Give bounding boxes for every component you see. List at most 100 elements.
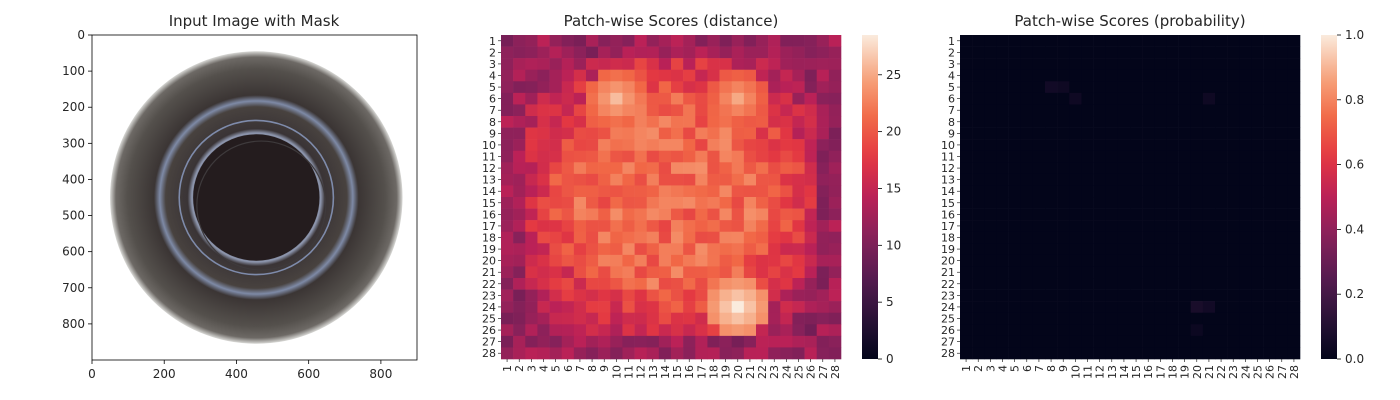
heatmap-cell	[561, 312, 575, 325]
heatmap-cell	[1287, 162, 1301, 175]
heatmap-cell	[804, 289, 818, 302]
heatmap-cell	[537, 150, 550, 163]
heatmap-cell	[1154, 173, 1167, 186]
heatmap-cell	[658, 208, 672, 221]
heatmap-cell	[804, 162, 818, 175]
heatmap-cell	[1263, 231, 1277, 244]
heatmap-cell	[780, 289, 793, 302]
heatmap-cell	[1130, 220, 1143, 233]
heatmap-cell	[768, 197, 781, 209]
heatmap-cell	[573, 69, 587, 82]
heatmap-cell	[1117, 335, 1131, 348]
heatmap-cell	[525, 289, 538, 302]
heatmap-cell	[1166, 173, 1179, 186]
heatmap-cell	[1045, 127, 1058, 140]
heatmap-cell	[1190, 197, 1204, 209]
heatmap-cell	[549, 173, 563, 186]
heatmap-cell	[828, 185, 842, 198]
row-label: 2	[489, 46, 496, 59]
heatmap-cell	[1263, 139, 1277, 152]
heatmap-cell	[1142, 173, 1155, 186]
heatmap-cell	[646, 139, 660, 152]
heatmap-cell	[598, 162, 611, 175]
col-label: 21	[1203, 365, 1216, 379]
heatmap-cell	[1227, 289, 1240, 302]
heatmap-cell	[1215, 231, 1228, 244]
heatmap-cell	[743, 139, 757, 152]
heatmap-cell	[513, 266, 526, 279]
heatmap-cell	[756, 324, 769, 337]
heatmap-cell	[598, 278, 611, 290]
heatmap-cell	[695, 278, 708, 290]
heatmap-cell	[658, 312, 672, 325]
heatmap-cell	[1275, 69, 1289, 82]
heatmap-cell	[1202, 266, 1216, 279]
heatmap-cell	[561, 173, 575, 186]
heatmap-cell	[960, 289, 973, 302]
heatmap-cell	[1045, 197, 1058, 209]
heatmap-cell	[731, 324, 745, 337]
heatmap-cell	[501, 301, 514, 314]
heatmap-cell	[573, 197, 587, 209]
heatmap-cell	[1105, 231, 1119, 244]
heatmap-cell	[816, 301, 830, 314]
heatmap-cell	[768, 347, 781, 360]
heatmap-cell	[828, 208, 842, 221]
heatmap-cell	[984, 278, 997, 290]
heatmap-cell	[501, 162, 514, 175]
heatmap-cell	[671, 220, 684, 233]
col-label: 14	[1118, 365, 1131, 379]
heatmap-cell	[1178, 324, 1192, 337]
heatmap-cell	[1251, 92, 1264, 105]
heatmap-cell	[804, 58, 818, 71]
heatmap-cell	[622, 81, 635, 94]
heatmap-cell	[1020, 139, 1034, 152]
heatmap-cell	[1032, 266, 1046, 279]
heatmap-cell	[1008, 254, 1022, 267]
heatmap-cell	[501, 150, 514, 163]
heatmap-cell	[683, 104, 696, 117]
heatmap-cell	[1275, 185, 1289, 198]
heatmap-cell	[1190, 127, 1204, 140]
heatmap-cell	[1275, 127, 1289, 140]
heatmap-cell	[1093, 46, 1107, 59]
heatmap-cell	[549, 335, 563, 348]
heatmap-cell	[622, 197, 635, 209]
heatmap-cell	[816, 92, 830, 105]
heatmap-cell	[671, 139, 684, 152]
heatmap-cell	[561, 231, 575, 244]
heatmap-cell	[634, 254, 648, 267]
heatmap-cell	[646, 35, 660, 47]
heatmap-cell	[972, 243, 985, 256]
heatmap-cell	[671, 231, 684, 244]
heatmap-cell	[1275, 254, 1289, 267]
heatmap-cell	[671, 173, 684, 186]
heatmap-cell	[695, 81, 708, 94]
heatmap-cell	[1287, 312, 1301, 325]
y-tick-label: 200	[62, 100, 85, 114]
heatmap-cell	[1045, 289, 1058, 302]
heatmap-cell	[707, 301, 720, 314]
heatmap-cell	[1045, 69, 1058, 82]
heatmap-cell	[683, 185, 696, 198]
heatmap-cell	[1215, 46, 1228, 59]
heatmap-cell	[707, 266, 720, 279]
row-label: 14	[482, 185, 496, 198]
heatmap-cell	[756, 266, 769, 279]
heatmap-cell	[1045, 220, 1058, 233]
heatmap-cell	[768, 243, 781, 256]
heatmap-cell	[1093, 243, 1107, 256]
heatmap-cell	[1045, 162, 1058, 175]
heatmap-cell	[768, 278, 781, 290]
heatmap-cell	[743, 231, 757, 244]
row-label: 8	[948, 116, 955, 129]
heatmap-cell	[1105, 35, 1119, 47]
heatmap-cell	[634, 139, 648, 152]
heatmap-cell	[501, 104, 514, 117]
heatmap-cell	[972, 116, 985, 128]
row-label: 10	[941, 139, 955, 152]
heatmap-cell	[731, 243, 745, 256]
heatmap-cell	[573, 254, 587, 267]
col-label: 20	[732, 365, 745, 379]
heatmap-cell	[1008, 289, 1022, 302]
